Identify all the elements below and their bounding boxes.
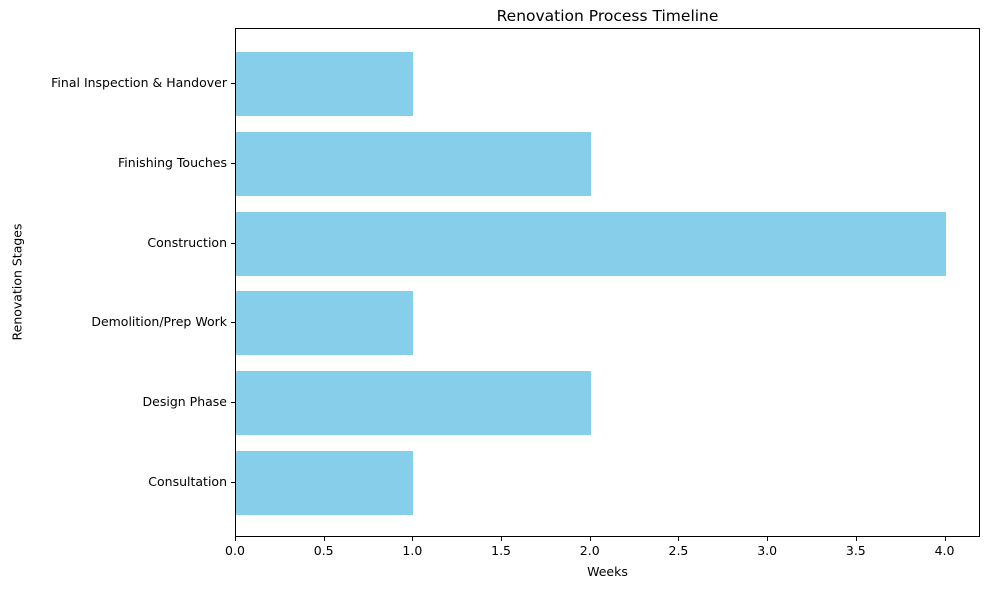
y-tick-label: Demolition/Prep Work — [91, 314, 227, 330]
bar — [236, 451, 414, 515]
x-tick-label: 3.5 — [845, 543, 866, 558]
bar — [236, 291, 414, 356]
x-tick-label: 1.0 — [402, 543, 423, 558]
plot-area — [235, 28, 980, 537]
x-tick-label: 0.5 — [313, 543, 334, 558]
y-tick-label: Final Inspection & Handover — [51, 75, 227, 91]
x-tick — [944, 537, 946, 541]
x-tick-label: 1.5 — [491, 543, 512, 558]
y-tick — [231, 481, 235, 483]
x-tick — [235, 537, 236, 541]
y-axis-label: Renovation Stages — [9, 223, 25, 341]
x-tick — [412, 537, 414, 541]
y-tick — [231, 162, 235, 164]
x-tick-label: 4.0 — [934, 543, 955, 558]
y-tick — [231, 402, 235, 404]
y-tick — [231, 83, 235, 85]
y-tick-label: Construction — [147, 234, 227, 250]
x-tick — [501, 537, 503, 541]
bar — [236, 211, 946, 276]
x-tick — [767, 537, 769, 541]
x-tick-label: 0.0 — [225, 543, 245, 558]
y-tick — [231, 242, 235, 244]
bar — [236, 371, 591, 436]
bar — [236, 131, 591, 196]
x-tick-label: 3.0 — [757, 543, 778, 558]
x-axis-label: Weeks — [587, 564, 628, 579]
x-tick — [678, 537, 680, 541]
y-tick — [231, 322, 235, 324]
y-tick-label: Design Phase — [142, 394, 227, 410]
y-tick-label: Finishing Touches — [118, 154, 227, 170]
x-tick — [589, 537, 591, 541]
x-tick-label: 2.5 — [668, 543, 689, 558]
chart-title: Renovation Process Timeline — [496, 7, 719, 25]
y-tick-label: Consultation — [148, 473, 227, 489]
x-tick — [323, 537, 325, 541]
bar — [236, 52, 414, 116]
x-tick-label: 2.0 — [579, 543, 600, 558]
x-tick — [855, 537, 857, 541]
